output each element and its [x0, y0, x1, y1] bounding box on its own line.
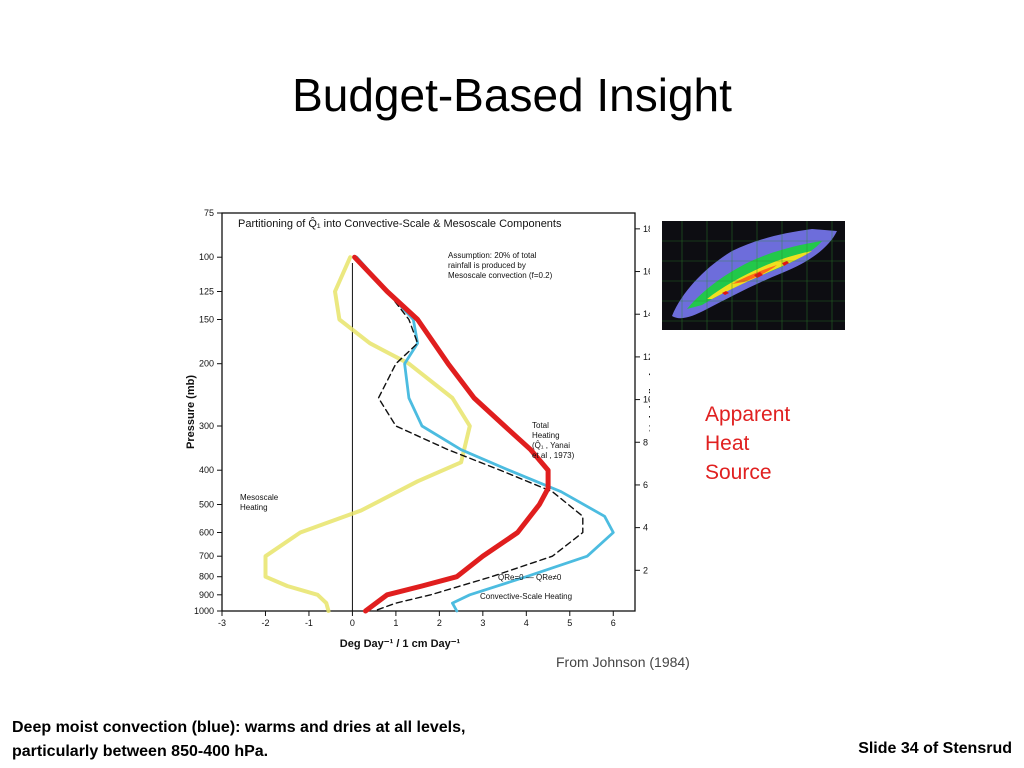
ahs-line-1: Apparent — [705, 403, 791, 426]
y-tick-label: 700 — [199, 551, 214, 561]
apparent-heat-source-label: Apparent Heat Source — [705, 400, 790, 487]
chart-labels: Pressure (mb) Height (km) Deg Day⁻¹ / 1 cm… — [185, 216, 650, 650]
total-heating-label: Total — [532, 421, 549, 430]
assumption-note: Mesoscale convection (f=0.2) — [448, 271, 553, 280]
caption-line-1: Deep moist convection (blue): warms and … — [12, 719, 466, 736]
y-tick-label: 500 — [199, 499, 214, 509]
series-lines — [263, 254, 615, 614]
x-tick-label: -1 — [305, 618, 313, 628]
caption: Deep moist convection (blue): warms and … — [12, 716, 465, 764]
ahs-line-2: Heat — [705, 432, 750, 455]
height-tick-label: 8 — [643, 437, 648, 447]
ahs-line-3: Source — [705, 461, 772, 484]
total-heating-label: Heating — [532, 431, 560, 440]
assumption-note: rainfall is produced by — [448, 261, 526, 270]
y-tick-label: 800 — [199, 572, 214, 582]
x-axis-label: Deg Day⁻¹ / 1 cm Day⁻¹ — [340, 638, 461, 650]
y-tick-label: 600 — [199, 528, 214, 538]
caption-line-2: particularly between 850-400 hPa. — [12, 743, 269, 760]
x-tick-label: 5 — [567, 618, 572, 628]
y-tick-label: 125 — [199, 286, 214, 296]
y-tick-label: 75 — [204, 208, 214, 218]
chart-title: Partitioning of Q̂₁ into Convective-Scal… — [238, 216, 562, 230]
radar-image — [662, 221, 845, 330]
y-tick-label: 400 — [199, 465, 214, 475]
heating-profile-chart: -3 -2 -1 0 1 2 3 4 5 6751001251502003004005006007… — [185, 208, 650, 650]
height-axis-label: Height (km) — [648, 371, 650, 432]
total-heating-label: et al , 1973) — [532, 451, 575, 460]
height-tick-label: 10 — [643, 395, 650, 405]
series-line-0 — [352, 254, 551, 614]
height-tick-label: 6 — [643, 480, 648, 490]
series-line-3 — [353, 256, 584, 612]
height-tick-label: 14 — [643, 309, 650, 319]
x-tick-label: 2 — [437, 618, 442, 628]
y-tick-label: 150 — [199, 315, 214, 325]
x-tick-label: 0 — [350, 618, 355, 628]
plot-border — [221, 212, 636, 612]
mesoscale-heating-label: Heating — [240, 503, 268, 512]
height-tick-label: 4 — [643, 523, 648, 533]
height-tick-label: 18 — [643, 224, 650, 234]
y-tick-label: 900 — [199, 590, 214, 600]
y-tick-label: 300 — [199, 421, 214, 431]
qre-labels: QRe=0 — QRe≠0 — [498, 573, 562, 582]
convective-heating-label: Convective-Scale Heating — [480, 592, 572, 601]
slide-title: Budget-Based Insight — [292, 69, 732, 121]
series-line-1 — [263, 255, 472, 613]
x-tick-label: 4 — [524, 618, 529, 628]
axis-ticks: -3 -2 -1 0 1 2 3 4 5 6751001251502003004005006007… — [194, 208, 650, 628]
x-tick-label: -2 — [261, 618, 269, 628]
x-tick-label: -3 — [218, 618, 226, 628]
height-tick-label: 12 — [643, 352, 650, 362]
y-axis-label: Pressure (mb) — [185, 375, 197, 449]
assumption-note: Assumption: 20% of total — [448, 251, 537, 260]
height-tick-label: 2 — [643, 565, 648, 575]
slide-number: Slide 34 of Stensrud — [858, 740, 1012, 757]
source-note: From Johnson (1984) — [556, 654, 690, 670]
x-tick-label: 1 — [393, 618, 398, 628]
plot-frame — [221, 212, 636, 612]
series-line-2 — [355, 255, 615, 613]
x-tick-label: 3 — [480, 618, 485, 628]
y-tick-label: 100 — [199, 252, 214, 262]
x-tick-label: 6 — [611, 618, 616, 628]
mesoscale-heating-label: Mesoscale — [240, 493, 279, 502]
y-tick-label: 200 — [199, 359, 214, 369]
height-tick-label: 16 — [643, 267, 650, 277]
y-tick-label: 1000 — [194, 606, 214, 616]
total-heating-label: (Q̂₁ , Yanai — [532, 441, 570, 450]
